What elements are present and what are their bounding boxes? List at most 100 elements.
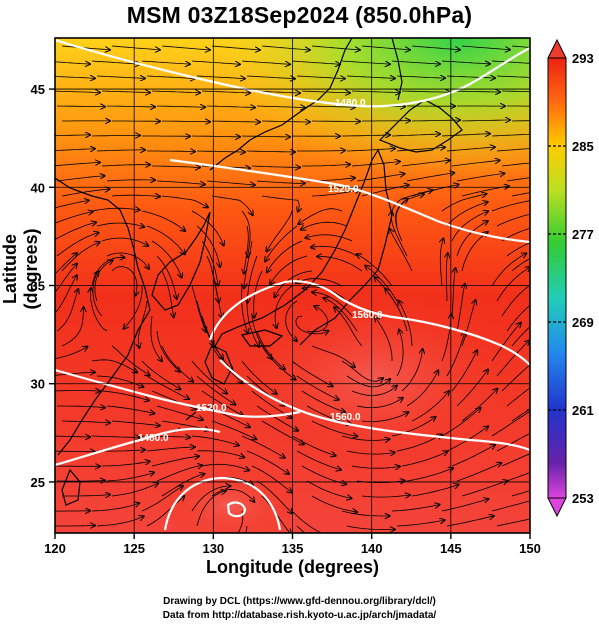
- streamline: [296, 450, 341, 470]
- streamline: [441, 408, 481, 437]
- streamline: [261, 345, 296, 380]
- streamline: [491, 200, 530, 212]
- streamline: [265, 225, 298, 261]
- streamline: [196, 151, 245, 152]
- streamline: [446, 76, 495, 78]
- streamline: [55, 76, 95, 78]
- streamline: [101, 461, 150, 467]
- colorbar-top-arrow: [547, 38, 567, 59]
- streamline: [296, 375, 339, 400]
- streamline: [501, 162, 530, 167]
- streamline: [161, 45, 210, 50]
- streamline: [491, 410, 530, 437]
- streamline: [385, 289, 408, 332]
- streamline: [341, 60, 390, 64]
- streamline: [152, 166, 200, 167]
- streamline: [191, 60, 240, 64]
- coastline-hokkaido: [378, 99, 463, 153]
- streamline: [201, 240, 218, 286]
- streamline: [301, 221, 348, 230]
- streamline: [156, 106, 205, 107]
- streamline: [96, 150, 145, 151]
- streamline: [506, 387, 530, 407]
- streamline: [96, 516, 144, 527]
- streamline: [96, 76, 145, 78]
- colorbar-body: [547, 57, 567, 499]
- streamline: [406, 468, 453, 482]
- lat-lon-grid: [55, 38, 530, 533]
- streamline: [461, 120, 510, 121]
- credit-line-data-source: Data from http://database.rish.kyoto-u.a…: [162, 610, 437, 621]
- streamline: [61, 307, 84, 347]
- streamline: [306, 306, 329, 333]
- streamline: [201, 463, 249, 470]
- streamline: [96, 222, 144, 227]
- streamline: [55, 61, 90, 64]
- streamline: [91, 359, 137, 373]
- streamline: [106, 106, 155, 107]
- coastline-shikoku: [240, 329, 284, 347]
- streamline: [241, 136, 290, 137]
- streamline: [511, 258, 530, 272]
- streamline: [296, 278, 343, 287]
- streamline: [311, 190, 360, 197]
- streamline: [256, 181, 305, 183]
- colorbar-ticks: 293 285 277 269 261 253: [548, 51, 594, 506]
- streamline: [441, 499, 488, 512]
- streamline: [391, 60, 440, 64]
- streamline: [191, 210, 224, 246]
- streamline: [411, 120, 460, 121]
- streamline: [296, 76, 345, 79]
- streamline: [361, 45, 410, 50]
- streamline: [312, 292, 353, 317]
- streamline: [150, 315, 162, 361]
- streamline: [323, 298, 358, 332]
- streamline: [101, 237, 148, 246]
- streamline: [361, 412, 408, 422]
- streamline: [496, 213, 530, 227]
- streamline: [246, 301, 259, 347]
- streamline: [356, 398, 403, 408]
- streamline: [396, 76, 445, 78]
- streamline: [256, 106, 305, 108]
- streamline: [506, 177, 530, 182]
- streamline: [396, 147, 445, 152]
- streamline: [206, 405, 250, 427]
- streamline: [261, 45, 310, 50]
- streamline: [491, 323, 521, 362]
- streamline: [55, 91, 100, 93]
- streamline: [206, 180, 255, 185]
- streamline: [251, 315, 272, 359]
- streamline: [275, 270, 313, 297]
- streamline: [251, 166, 300, 167]
- streamline: [496, 518, 530, 527]
- streamline: [395, 199, 408, 242]
- streamline: [391, 134, 440, 136]
- streamline: [311, 495, 357, 512]
- streamline: [511, 192, 530, 197]
- streamline: [57, 406, 105, 408]
- streamline: [302, 164, 350, 166]
- streamline: [111, 420, 160, 426]
- streamline: [446, 202, 488, 227]
- x-tick-label: 145: [440, 541, 462, 556]
- streamline: [161, 345, 193, 382]
- coastline-sakhalin: [391, 38, 403, 101]
- streamline: [61, 189, 110, 197]
- colorbar-label: 293: [572, 51, 594, 66]
- streamline: [91, 135, 140, 136]
- streamline: [461, 389, 497, 422]
- streamline: [191, 136, 240, 137]
- streamline: [55, 525, 95, 526]
- contour-typhoon-eye: [226, 501, 247, 518]
- streamline: [111, 345, 150, 376]
- streamline: [411, 45, 460, 50]
- streamline: [291, 60, 340, 64]
- streamline: [391, 417, 436, 437]
- colorbar-label: 269: [572, 315, 594, 330]
- streamline: [501, 90, 530, 93]
- contour-typhoon-ring: [163, 476, 282, 531]
- streamline: [441, 194, 486, 212]
- streamline: [251, 465, 292, 493]
